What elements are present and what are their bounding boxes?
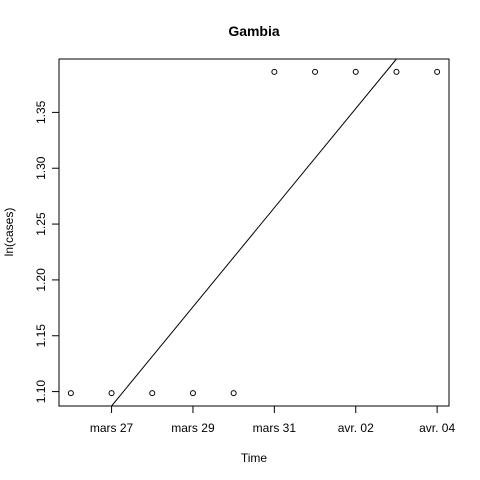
y-tick-label: 1.35 bbox=[34, 100, 48, 124]
chart-title: Gambia bbox=[228, 23, 280, 39]
plot-area-frame bbox=[58, 58, 450, 407]
x-tick-label: mars 29 bbox=[171, 421, 215, 435]
data-points bbox=[67, 68, 441, 397]
regression-line bbox=[111, 58, 397, 407]
x-axis-label: Time bbox=[241, 451, 268, 465]
data-point bbox=[352, 68, 359, 75]
data-point bbox=[149, 390, 156, 397]
data-point bbox=[230, 390, 237, 397]
data-point bbox=[189, 390, 196, 397]
y-axis-label: ln(cases) bbox=[2, 208, 16, 257]
data-point bbox=[434, 68, 441, 75]
x-tick-label: mars 27 bbox=[90, 421, 134, 435]
y-axis: 1.10 1.15 1.20 1.25 1.30 1.35 bbox=[34, 100, 59, 403]
data-point bbox=[108, 390, 115, 397]
y-tick-label: 1.10 bbox=[34, 380, 48, 404]
y-tick-label: 1.25 bbox=[34, 212, 48, 236]
y-tick-label: 1.15 bbox=[34, 324, 48, 348]
x-tick-label: avr. 02 bbox=[338, 421, 374, 435]
data-point bbox=[312, 68, 319, 75]
y-tick-label: 1.30 bbox=[34, 156, 48, 180]
data-point bbox=[271, 68, 278, 75]
x-tick-label: avr. 04 bbox=[419, 421, 455, 435]
x-axis: mars 27 mars 29 mars 31 avr. 02 avr. 04 bbox=[90, 406, 455, 435]
x-tick-label: mars 31 bbox=[253, 421, 297, 435]
data-point bbox=[393, 68, 400, 75]
y-tick-label: 1.20 bbox=[34, 268, 48, 292]
data-point bbox=[67, 390, 74, 397]
